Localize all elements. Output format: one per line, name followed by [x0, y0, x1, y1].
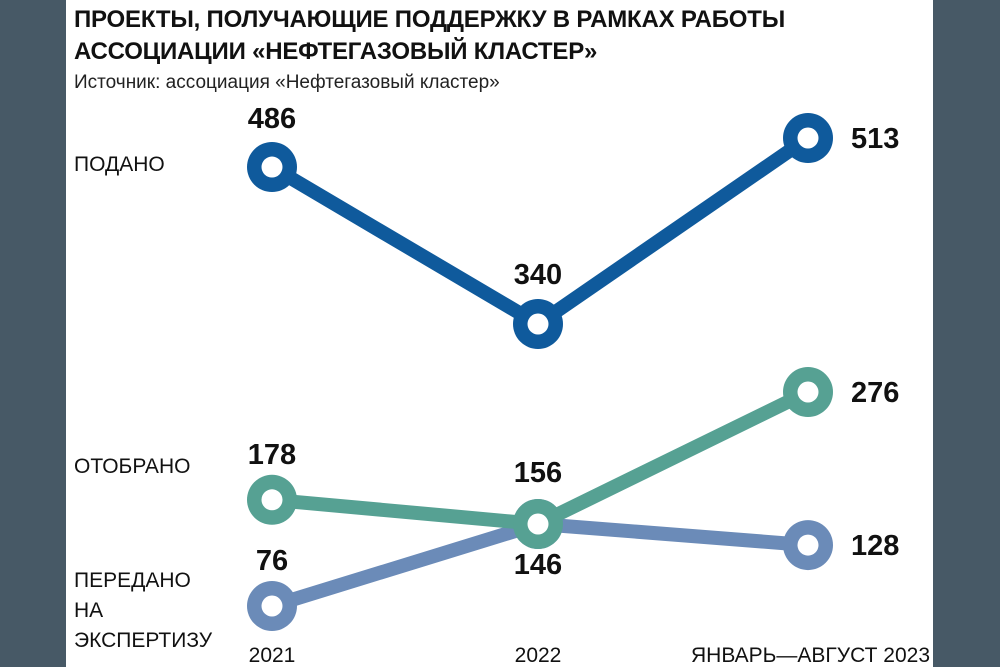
data-point-center: [797, 534, 819, 556]
data-label-submitted: 340: [514, 259, 562, 291]
data-label-submitted: 513: [851, 123, 899, 155]
x-tick-label: ЯНВАРЬ—АВГУСТ 2023: [691, 644, 930, 667]
data-point-center: [527, 513, 549, 535]
data-label-expertise: 146: [514, 549, 562, 581]
data-label-selected: 178: [248, 439, 296, 471]
data-point-center: [261, 156, 283, 178]
series-line-submitted: [265, 131, 815, 331]
data-label-submitted: 486: [248, 103, 296, 135]
data-label-selected: 156: [514, 457, 562, 489]
series-label-selected: ОТОБРАНО: [74, 455, 191, 478]
data-point-center: [261, 595, 283, 617]
data-label-selected: 276: [851, 377, 899, 409]
series-label-submitted: ПОДАНО: [74, 153, 165, 176]
data-label-expertise: 128: [851, 530, 899, 562]
data-label-expertise: 76: [256, 545, 288, 577]
x-tick-label: 2021: [249, 644, 296, 667]
series-label-expertise: ПЕРЕДАНО НА ЭКСПЕРТИЗУ: [74, 569, 213, 652]
data-point-center: [261, 489, 283, 511]
data-point-center: [797, 127, 819, 149]
data-point-center: [797, 381, 819, 403]
chart-title-line-2: АССОЦИАЦИИ «НЕФТЕГАЗОВЫЙ КЛАСТЕР»: [74, 38, 598, 65]
chart-title-line-1: ПРОЕКТЫ, ПОЛУЧАЮЩИЕ ПОДДЕРЖКУ В РАМКАХ Р…: [74, 6, 785, 33]
data-point-center: [527, 313, 549, 335]
chart-title: ПРОЕКТЫ, ПОЛУЧАЮЩИЕ ПОДДЕРЖКУ В РАМКАХ Р…: [74, 4, 924, 68]
chart-source: Источник: ассоциация «Нефтегазовый класт…: [74, 72, 500, 93]
x-tick-label: 2022: [515, 644, 562, 667]
